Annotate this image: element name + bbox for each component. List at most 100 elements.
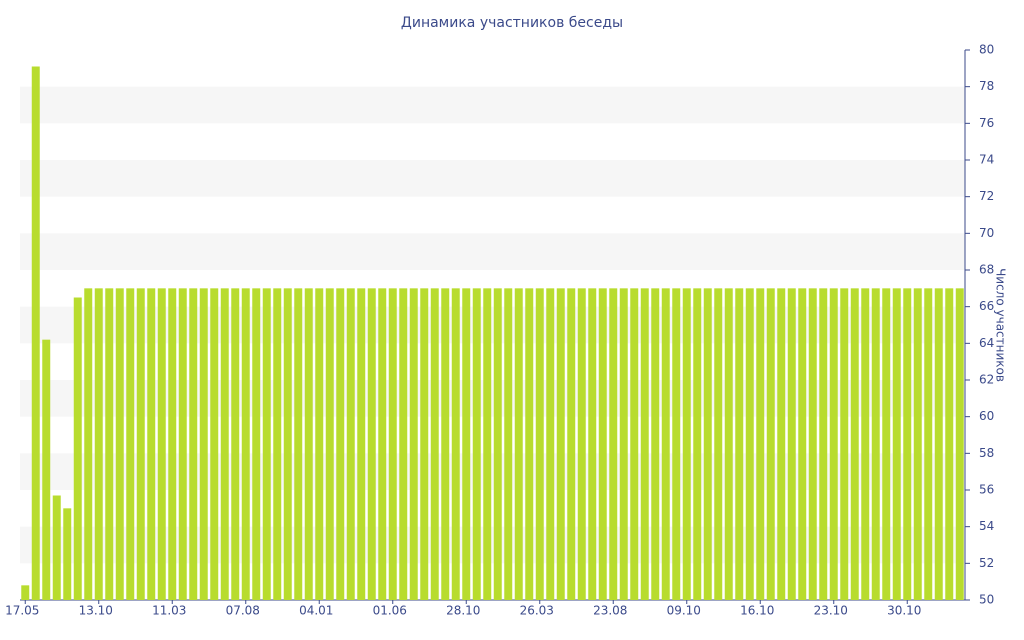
bar bbox=[73, 297, 82, 600]
grid-band bbox=[20, 160, 965, 197]
bar bbox=[231, 288, 240, 600]
bar bbox=[609, 288, 618, 600]
y-tick-label: 50 bbox=[979, 593, 994, 607]
bar bbox=[325, 288, 334, 600]
bar bbox=[451, 288, 460, 600]
bar bbox=[504, 288, 513, 600]
bar bbox=[399, 288, 408, 600]
bar bbox=[798, 288, 807, 600]
bar bbox=[535, 288, 544, 600]
bar bbox=[588, 288, 597, 600]
bar bbox=[294, 288, 303, 600]
x-tick-label: 09.10 bbox=[667, 604, 701, 618]
bar bbox=[871, 288, 880, 600]
bar bbox=[829, 288, 838, 600]
bar bbox=[52, 495, 61, 600]
bar bbox=[934, 288, 943, 600]
bar bbox=[441, 288, 450, 600]
bar bbox=[882, 288, 891, 600]
bar bbox=[861, 288, 870, 600]
bar bbox=[840, 288, 849, 600]
bar bbox=[472, 288, 481, 600]
bar bbox=[892, 288, 901, 600]
y-tick-label: 76 bbox=[979, 116, 994, 130]
bar bbox=[273, 288, 282, 600]
y-tick-label: 66 bbox=[979, 299, 994, 313]
y-tick-label: 54 bbox=[979, 519, 994, 533]
bar bbox=[808, 288, 817, 600]
x-tick-label: 16.10 bbox=[740, 604, 774, 618]
bar bbox=[546, 288, 555, 600]
bar bbox=[735, 288, 744, 600]
y-tick-label: 72 bbox=[979, 189, 994, 203]
bar bbox=[577, 288, 586, 600]
x-tick-label: 30.10 bbox=[887, 604, 921, 618]
grid-band bbox=[20, 306, 965, 344]
grid-band bbox=[20, 453, 965, 490]
bar bbox=[357, 288, 366, 600]
bar bbox=[777, 288, 786, 600]
x-tick-label: 07.08 bbox=[226, 604, 260, 618]
bar bbox=[420, 288, 429, 600]
bar bbox=[630, 288, 639, 600]
bar bbox=[94, 288, 103, 600]
bar bbox=[661, 288, 670, 600]
bar bbox=[714, 288, 723, 600]
bar bbox=[21, 585, 30, 600]
y-tick-label: 80 bbox=[979, 43, 994, 57]
bar bbox=[105, 288, 114, 600]
bar bbox=[283, 288, 292, 600]
bar bbox=[346, 288, 355, 600]
bar bbox=[409, 288, 418, 600]
bar bbox=[556, 288, 565, 600]
bar bbox=[703, 288, 712, 600]
bar bbox=[178, 288, 187, 600]
bar bbox=[42, 339, 51, 600]
bar bbox=[745, 288, 754, 600]
y-tick-label: 74 bbox=[979, 153, 994, 167]
bar bbox=[619, 288, 628, 600]
y-axis-label: Число участников bbox=[994, 268, 1008, 382]
bar bbox=[955, 288, 964, 600]
bar bbox=[462, 288, 471, 600]
bar bbox=[693, 288, 702, 600]
bar bbox=[241, 288, 250, 600]
y-tick-label: 56 bbox=[979, 483, 994, 497]
x-tick-label: 26.03 bbox=[520, 604, 554, 618]
bar bbox=[304, 288, 313, 600]
bar bbox=[903, 288, 912, 600]
bar bbox=[147, 288, 156, 600]
x-tick-label: 04.01 bbox=[299, 604, 333, 618]
bar bbox=[336, 288, 345, 600]
y-tick-label: 68 bbox=[979, 263, 994, 277]
bar bbox=[31, 66, 40, 600]
bar bbox=[724, 288, 733, 600]
bar bbox=[787, 288, 796, 600]
grid-band bbox=[20, 380, 965, 417]
bar bbox=[136, 288, 145, 600]
bar bbox=[367, 288, 376, 600]
y-tick-label: 70 bbox=[979, 226, 994, 240]
y-tick-label: 62 bbox=[979, 373, 994, 387]
bar bbox=[945, 288, 954, 600]
chart-title: Динамика участников беседы bbox=[401, 15, 623, 31]
x-tick-label: 13.10 bbox=[79, 604, 113, 618]
bar bbox=[483, 288, 492, 600]
bar bbox=[493, 288, 502, 600]
x-tick-label: 23.10 bbox=[814, 604, 848, 618]
y-tick-label: 52 bbox=[979, 556, 994, 570]
bar bbox=[514, 288, 523, 600]
bar bbox=[157, 288, 166, 600]
bar bbox=[168, 288, 177, 600]
grid-band bbox=[20, 526, 965, 564]
bar bbox=[525, 288, 534, 600]
grid-bands bbox=[20, 86, 965, 564]
bar bbox=[84, 288, 93, 600]
grid-band bbox=[20, 233, 965, 270]
bar bbox=[651, 288, 660, 600]
bar bbox=[672, 288, 681, 600]
bar bbox=[756, 288, 765, 600]
bar bbox=[819, 288, 828, 600]
bar bbox=[766, 288, 775, 600]
x-tick-label: 01.06 bbox=[373, 604, 407, 618]
